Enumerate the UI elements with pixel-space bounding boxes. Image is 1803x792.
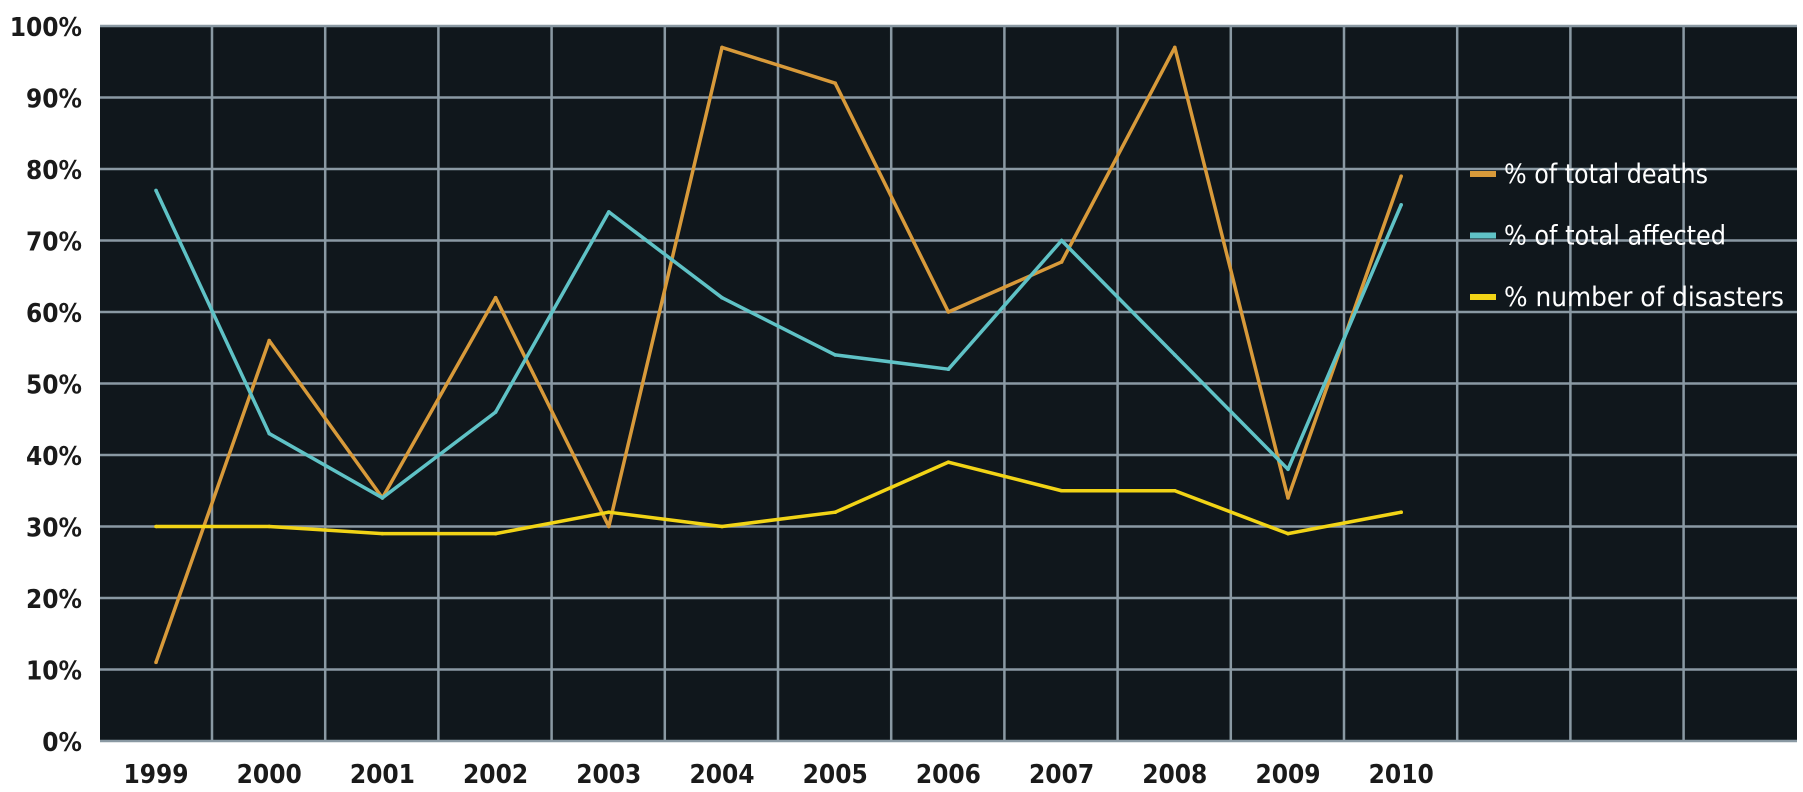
legend-label: % of total affected — [1504, 221, 1726, 252]
data-point — [833, 510, 837, 514]
data-point — [380, 531, 385, 536]
y-tick-label: 60% — [26, 299, 82, 329]
y-tick-label: 80% — [26, 156, 82, 186]
x-tick-label: 2002 — [463, 760, 528, 790]
data-point — [267, 524, 272, 529]
data-point — [380, 496, 385, 500]
y-tick-label: 10% — [26, 657, 82, 687]
data-point — [154, 188, 158, 193]
data-point — [1059, 238, 1064, 243]
x-tick-label: 2007 — [1029, 760, 1094, 790]
y-tick-label: 50% — [26, 371, 82, 401]
data-point — [493, 295, 498, 300]
data-point — [267, 338, 272, 343]
y-tick-label: 40% — [26, 442, 82, 472]
data-point — [493, 410, 498, 414]
data-point — [607, 524, 611, 529]
y-tick-label: 100% — [10, 13, 82, 43]
data-point — [720, 45, 724, 50]
x-tick-label: 2001 — [350, 760, 415, 790]
data-point — [946, 460, 951, 464]
data-point — [154, 660, 158, 665]
x-tick-label: 2009 — [1255, 760, 1320, 790]
x-tick-label: 2004 — [689, 760, 754, 790]
x-tick-label: 2003 — [576, 760, 641, 790]
data-point — [607, 210, 611, 214]
data-point — [720, 295, 724, 300]
data-point — [1173, 45, 1177, 50]
y-axis-ticks: 0% 10% 20% 30% 40% 50% 60% 70% 80% 90% 100% — [10, 13, 82, 758]
y-tick-label: 90% — [26, 85, 82, 115]
series-line-2 — [154, 189, 1403, 500]
data-point — [1286, 496, 1290, 500]
data-point — [1399, 510, 1403, 514]
legend-label: % number of disasters — [1504, 282, 1784, 313]
x-tick-label: 2006 — [916, 760, 981, 790]
y-tick-label: 70% — [26, 228, 82, 258]
data-point — [1286, 531, 1290, 536]
data-point — [267, 431, 272, 436]
data-point — [607, 510, 611, 514]
data-point — [1399, 202, 1403, 207]
x-tick-label: 2008 — [1142, 760, 1207, 790]
series-line-3 — [156, 460, 1402, 536]
data-point — [154, 524, 158, 529]
y-tick-label: 0% — [42, 728, 82, 758]
data-point — [946, 310, 951, 314]
data-point — [1059, 488, 1064, 493]
data-point — [493, 531, 498, 536]
data-point — [1286, 467, 1290, 472]
y-tick-label: 30% — [26, 514, 82, 544]
x-tick-label: 2005 — [803, 760, 868, 790]
x-tick-label: 2010 — [1369, 760, 1434, 790]
data-point — [1059, 260, 1064, 264]
x-tick-label: 1999 — [123, 760, 188, 790]
data-point — [1173, 488, 1177, 493]
legend-label: % of total deaths — [1504, 159, 1708, 190]
grid-lines — [100, 24, 1797, 743]
y-tick-label: 20% — [26, 585, 82, 615]
x-tick-label: 2000 — [237, 760, 302, 790]
data-point — [1399, 174, 1403, 178]
legend: % of total deaths % of total affected % nu… — [1470, 159, 1784, 313]
x-axis-ticks: 1999 2000 2001 2002 2003 2004 2005 2006 2007 2008… — [123, 760, 1433, 790]
data-point — [720, 524, 724, 529]
data-point — [946, 367, 951, 372]
data-point — [833, 81, 837, 85]
data-point — [1173, 353, 1177, 357]
series-lines — [154, 45, 1403, 665]
data-point — [833, 353, 837, 357]
series-line-1 — [154, 45, 1403, 663]
